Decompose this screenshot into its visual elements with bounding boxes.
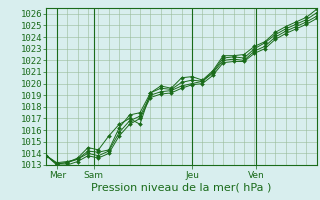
X-axis label: Pression niveau de la mer( hPa ): Pression niveau de la mer( hPa ) — [92, 182, 272, 192]
